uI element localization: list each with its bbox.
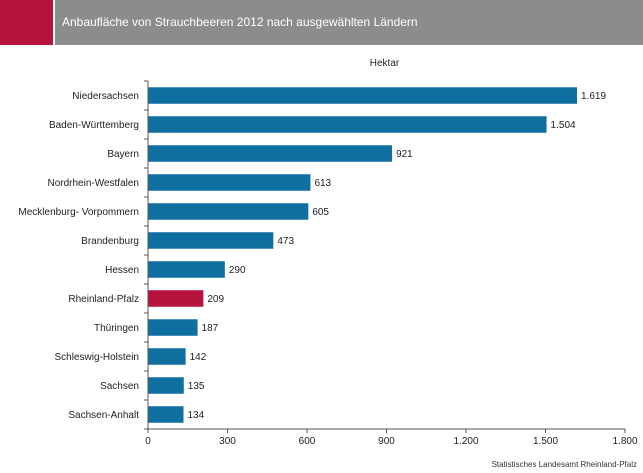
bar-1 [148, 87, 578, 104]
bar-10 [148, 348, 186, 365]
value-label: 613 [314, 178, 331, 189]
value-label: 290 [229, 265, 246, 276]
bar-3 [148, 145, 393, 162]
category-label: Sachsen-Anhalt [68, 410, 139, 421]
category-label: Mecklenburg- Vorpommern [18, 207, 139, 218]
category-label: Schleswig-Holstein [55, 352, 139, 363]
x-tick-label: 1.500 [533, 436, 558, 447]
category-label: Baden-Württemberg [49, 120, 139, 131]
category-label: Brandenburg [81, 236, 139, 247]
category-label: Bayern [107, 149, 139, 160]
unit-label: Hektar [370, 58, 400, 69]
x-tick-label: 0 [145, 436, 151, 447]
header-title-bar [55, 0, 643, 45]
x-tick-label: 900 [378, 436, 395, 447]
bar-8 [148, 290, 204, 307]
bar-11 [148, 377, 184, 394]
bar-6 [148, 232, 274, 249]
header-accent-block [0, 0, 53, 45]
bar-2 [148, 116, 547, 133]
category-label: Thüringen [94, 323, 139, 334]
value-label: 209 [207, 294, 224, 305]
value-label: 473 [277, 236, 294, 247]
bar-5 [148, 203, 309, 220]
bar-7 [148, 261, 225, 278]
category-label: Rheinland-Pfalz [68, 294, 139, 305]
value-label: 1.504 [551, 120, 576, 131]
category-label: Hessen [105, 265, 139, 276]
value-label: 605 [312, 207, 329, 218]
value-label: 142 [190, 352, 207, 363]
bar-12 [148, 406, 184, 423]
value-label: 135 [188, 381, 205, 392]
bar-9 [148, 319, 198, 336]
x-tick-label: 600 [299, 436, 316, 447]
chart-title: Anbaufläche von Strauchbeeren 2012 nach … [62, 15, 418, 29]
x-tick-label: 1.800 [612, 436, 637, 447]
value-label: 187 [202, 323, 219, 334]
x-tick-label: 1.200 [453, 436, 478, 447]
value-label: 134 [188, 410, 205, 421]
category-label: Niedersachsen [72, 91, 139, 102]
source-note: Statistisches Landesamt Rheinland-Pfalz [491, 460, 637, 469]
category-label: Sachsen [100, 381, 139, 392]
chart-header: Anbaufläche von Strauchbeeren 2012 nach … [0, 0, 643, 45]
value-label: 1.619 [581, 91, 606, 102]
category-label: Nordrhein-Westfalen [47, 178, 139, 189]
bar-chart: Hektar Niedersachsen 1.619 Baden-Württember… [18, 58, 638, 447]
value-label: 921 [396, 149, 413, 160]
x-tick-label: 300 [219, 436, 236, 447]
bar-4 [148, 174, 311, 191]
